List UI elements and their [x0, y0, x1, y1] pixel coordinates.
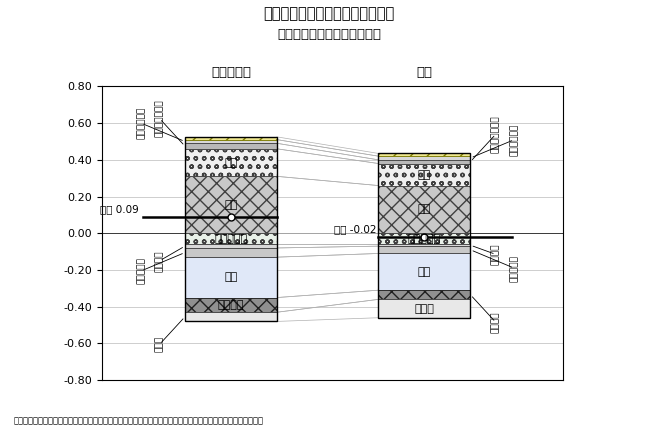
Text: 全国: 全国 — [417, 66, 432, 79]
Bar — [378, 153, 470, 156]
Bar — [378, 153, 470, 318]
Text: 光熱・水道: 光熱・水道 — [408, 234, 441, 244]
Bar — [185, 149, 277, 176]
Bar — [378, 164, 470, 186]
Text: 諸雑費: 諸雑費 — [155, 336, 164, 353]
Bar — [378, 233, 470, 244]
Text: 注）　表示桁数未満を四捨五入しているため、総合指数の前年比と、各寄与度の合計は一致しない場合がある。: 注） 表示桁数未満を四捨五入しているため、総合指数の前年比と、各寄与度の合計は一… — [13, 416, 263, 426]
Bar — [185, 248, 277, 257]
Bar — [378, 246, 470, 254]
Bar — [185, 312, 277, 321]
Bar — [185, 176, 277, 233]
Text: 東京都区部: 東京都区部 — [211, 66, 251, 79]
Bar — [185, 143, 277, 149]
Bar — [185, 137, 277, 140]
Text: 保健医療: 保健医療 — [492, 244, 500, 265]
Text: 住居: 住居 — [224, 158, 238, 168]
Text: 教育: 教育 — [418, 267, 431, 277]
Text: 被服及び履物: 被服及び履物 — [510, 124, 519, 156]
Bar — [378, 254, 470, 290]
Bar — [185, 137, 277, 321]
Text: 住居: 住居 — [418, 169, 431, 180]
Text: 被服及び履物: 被服及び履物 — [137, 107, 145, 139]
Text: 総合 0.09: 総合 0.09 — [100, 204, 139, 214]
Bar — [185, 233, 277, 244]
Text: 教養娯楽: 教養娯楽 — [492, 311, 500, 333]
Text: 家具・家事用品: 家具・家事用品 — [155, 100, 164, 137]
Text: 食料: 食料 — [224, 200, 238, 210]
Bar — [185, 244, 277, 248]
Bar — [378, 244, 470, 246]
Bar — [378, 156, 470, 160]
Bar — [378, 299, 470, 318]
Bar — [378, 186, 470, 233]
Text: 教養娯楽: 教養娯楽 — [218, 300, 244, 310]
Text: 家具・家事用品: 家具・家事用品 — [492, 115, 500, 153]
Text: 諸雑費: 諸雑費 — [415, 304, 434, 314]
Text: 光熱・水道: 光熱・水道 — [215, 234, 247, 244]
Text: 交通・通信: 交通・通信 — [510, 255, 519, 282]
Text: 交通・通信: 交通・通信 — [137, 257, 145, 284]
Bar — [185, 140, 277, 143]
Bar — [185, 298, 277, 312]
Text: 食料: 食料 — [418, 204, 431, 214]
Bar — [378, 160, 470, 163]
Bar — [185, 257, 277, 298]
Text: －東京都区部と全国の比較－: －東京都区部と全国の比較－ — [277, 28, 381, 41]
Text: 総合 -0.02: 総合 -0.02 — [334, 224, 376, 234]
Bar — [378, 290, 470, 299]
Text: 保健医療: 保健医療 — [155, 250, 164, 272]
Text: 教育: 教育 — [224, 272, 238, 283]
Text: 総合指数の前年比に対する寄与度: 総合指数の前年比に対する寄与度 — [263, 6, 395, 22]
